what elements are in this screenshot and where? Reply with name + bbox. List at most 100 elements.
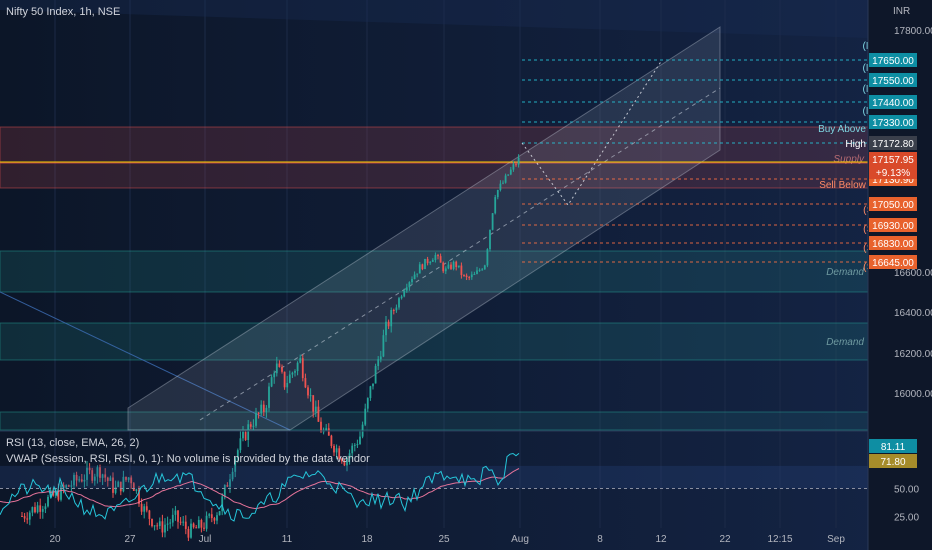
candle-body: [275, 363, 278, 374]
high-price-tag: 17172.80: [872, 139, 914, 150]
candle-body: [416, 273, 419, 275]
candle-body: [395, 307, 398, 311]
candle-body: [434, 255, 437, 260]
high-label: High: [845, 139, 866, 150]
candle-body: [99, 467, 101, 478]
candle-body: [60, 485, 62, 500]
candle-body: [468, 277, 471, 279]
candle-body: [164, 524, 166, 533]
candle-body: [268, 386, 270, 408]
candle-body: [353, 444, 356, 446]
rsi-legend[interactable]: RSI (13, close, EMA, 26, 2): [6, 437, 140, 449]
candle-body: [296, 362, 299, 372]
candle-body: [195, 527, 198, 529]
candle-body: [252, 425, 255, 427]
candle-body: [234, 458, 237, 472]
y-tick-label: 16400.00: [894, 308, 932, 319]
projected-path: [521, 59, 663, 206]
last-price-tag-bg: [869, 152, 917, 166]
candle-body: [255, 412, 257, 426]
y-tick-label: 17800.00: [894, 26, 932, 37]
candle-body: [41, 509, 44, 512]
candle-body: [374, 366, 377, 384]
candle-body: [421, 264, 424, 270]
candle-body: [491, 213, 494, 230]
change-tag: +9.13%: [876, 168, 910, 179]
zone-supply: [0, 162, 869, 189]
candle-body: [119, 481, 122, 492]
candle-body: [304, 378, 307, 388]
candle-body: [26, 518, 29, 520]
candle-body: [346, 458, 348, 466]
zone-label: Demand: [826, 337, 864, 348]
channel-midline: [199, 87, 721, 421]
projection-path: [521, 59, 663, 206]
candle-body: [288, 374, 291, 383]
time-axis: 20 27 Jul 11 18 25 Aug 8 12 22 12:15 Sep: [49, 534, 845, 545]
rsi-pane: [0, 430, 932, 522]
candle-body: [148, 510, 151, 519]
candle-body: [138, 489, 140, 504]
price-tag-bg: [869, 73, 917, 87]
candle-body: [273, 373, 276, 378]
candle-body: [483, 265, 486, 270]
x-tick-label: 22: [719, 534, 731, 545]
x-tick-label: 20: [49, 534, 61, 545]
candle-body: [439, 256, 442, 263]
candle-body: [507, 174, 510, 176]
candle-body: [91, 470, 94, 481]
candle-body: [114, 486, 117, 493]
candle-body: [455, 261, 458, 268]
candle-body: [47, 496, 49, 507]
price-tag-bg: [869, 255, 917, 269]
candle-body: [109, 477, 112, 481]
x-tick-label: Sep: [827, 534, 845, 545]
candle-body: [299, 358, 302, 363]
high-price-tag-bg: [869, 136, 917, 150]
candle-body: [197, 519, 200, 529]
candle-body: [496, 190, 499, 198]
candle-body: [112, 477, 114, 493]
price-tag: 16930.00: [872, 221, 914, 232]
candle-body: [476, 270, 478, 274]
candle-body: [424, 258, 426, 270]
x-tick-label: Aug: [511, 534, 529, 545]
candle-body: [28, 512, 31, 520]
candle-body: [174, 510, 177, 515]
candle-body: [301, 358, 304, 379]
trend-line: [0, 291, 291, 431]
price-tag-bg: [869, 197, 917, 211]
candle-body: [244, 431, 247, 441]
y-tick-label: 16200.00: [894, 349, 932, 360]
price-tag: 16830.00: [872, 239, 914, 250]
candle-body: [504, 175, 507, 183]
x-tick-label: 12: [655, 534, 667, 545]
candle-body: [364, 408, 367, 425]
y-tick-label: 16000.00: [894, 389, 932, 400]
candle-body: [34, 507, 36, 513]
vwap-legend[interactable]: VWAP (Session, RSI, RSI, 0, 1): No volum…: [6, 453, 370, 465]
candle-body: [351, 445, 354, 454]
candle-body: [515, 164, 517, 166]
candle-body: [78, 479, 81, 481]
candle-body: [309, 395, 312, 397]
candle-body: [208, 514, 211, 516]
candle-body: [39, 505, 42, 512]
candle-body: [333, 445, 335, 453]
candle-body: [23, 516, 26, 519]
candle-body: [265, 407, 268, 412]
candle-body: [452, 261, 455, 269]
candle-body: [408, 282, 411, 288]
price-tag-bg: [869, 236, 917, 250]
candle-body: [192, 523, 195, 528]
candle-body: [218, 511, 221, 516]
candle-body: [429, 261, 432, 264]
candle-body: [57, 490, 60, 500]
candle-body: [465, 275, 468, 278]
candle-body: [86, 467, 88, 480]
candle-body: [73, 474, 75, 486]
candle-body: [325, 428, 328, 431]
candle-body: [36, 505, 39, 513]
candle-body: [281, 366, 283, 372]
